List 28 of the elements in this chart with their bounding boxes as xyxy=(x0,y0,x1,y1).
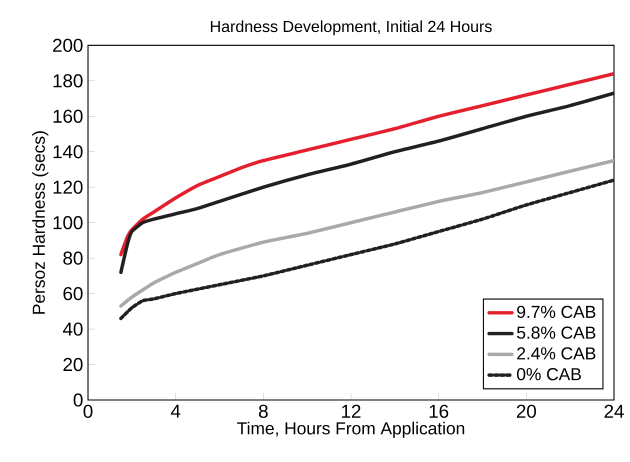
x-tick-label: 20 xyxy=(516,404,536,418)
line-series xyxy=(119,91,614,274)
x-tick-label: 0 xyxy=(84,404,92,418)
y-tick-label: 40 xyxy=(62,322,83,336)
y-tick-label: 0 xyxy=(74,393,83,407)
y-tick-label: 160 xyxy=(54,110,83,123)
x-tick-label: 24 xyxy=(604,404,624,418)
y-axis-title: Persoz Hardness (secs) xyxy=(32,131,48,314)
line-series xyxy=(119,178,614,320)
line-series xyxy=(119,72,614,256)
y-tick-label: 180 xyxy=(54,74,83,88)
legend-label: 0% CAB xyxy=(516,368,581,380)
y-tick-label: 80 xyxy=(63,252,83,265)
y-tick-label: 120 xyxy=(54,180,83,194)
y-tick-label: 200 xyxy=(53,38,83,52)
x-tick-label: 12 xyxy=(342,404,360,418)
legend-label: 9.7% CAB xyxy=(517,306,596,318)
y-tick-label: 60 xyxy=(63,286,83,300)
legend-label: 2.4% CAB xyxy=(517,347,596,360)
y-tick-label: 20 xyxy=(63,358,83,372)
x-axis-title: Time, Hours From Application xyxy=(237,422,464,438)
y-tick-label: 100 xyxy=(54,216,83,230)
y-tick-label: 140 xyxy=(54,145,83,158)
x-tick-label: 4 xyxy=(170,404,180,418)
legend-label: 5.8% CAB xyxy=(517,326,596,339)
x-tick-label: 8 xyxy=(258,404,268,418)
chart-title: Hardness Development, Initial 24 Hours xyxy=(210,20,492,36)
x-tick-label: 16 xyxy=(430,404,448,418)
